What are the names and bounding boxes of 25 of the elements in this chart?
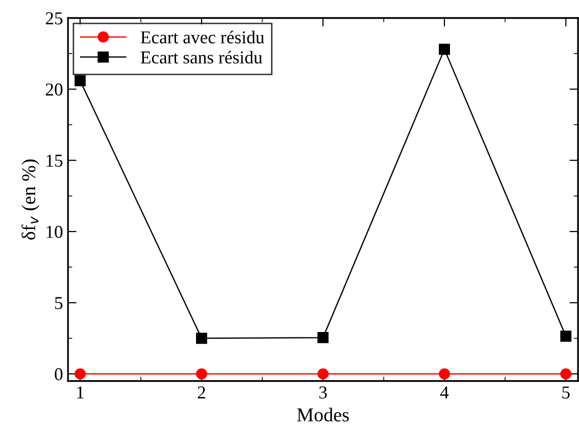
- x-tick-label: 5: [562, 386, 570, 399]
- point: [74, 75, 86, 86]
- y-tick-label: 10: [46, 226, 62, 238]
- legend-label: Ecart avec résidu: [140, 30, 264, 44]
- point: [560, 330, 572, 342]
- y-axis-title: δf$_{v}$ (en %): [21, 160, 40, 240]
- x-tick-label: 2: [198, 386, 206, 398]
- point: [560, 368, 572, 380]
- point: [438, 44, 450, 55]
- y-tick-label: 15: [46, 154, 62, 167]
- point: [196, 368, 208, 380]
- y-tick-label: 5: [55, 297, 62, 310]
- point: [317, 368, 329, 380]
- point: [74, 368, 86, 380]
- point: [317, 332, 329, 344]
- y-tick-label: 0: [54, 368, 62, 380]
- x-tick-label: 3: [319, 386, 327, 399]
- y-tick-label: 25: [46, 12, 62, 24]
- point: [438, 368, 450, 380]
- legend-label: Ecart sans résidu: [140, 50, 262, 64]
- point: [196, 332, 208, 344]
- x-tick-label: 4: [440, 386, 449, 398]
- y-tick-label: 20: [46, 83, 62, 96]
- x-tick-label: 1: [77, 386, 84, 398]
- x-axis-title: Modes: [297, 408, 349, 422]
